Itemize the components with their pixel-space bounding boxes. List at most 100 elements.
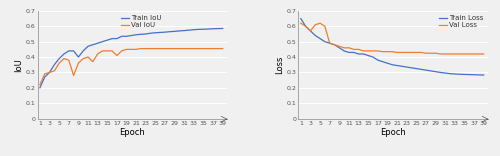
Train Loss <box>302 25 308 27</box>
Val IoU <box>66 59 72 61</box>
Legend: Train Loss, Val Loss: Train Loss, Val Loss <box>438 14 484 29</box>
Val IoU <box>191 48 197 49</box>
Train IoU <box>167 31 173 33</box>
Train IoU <box>138 33 144 35</box>
Train IoU <box>90 44 96 46</box>
Val Loss <box>370 50 376 52</box>
Train Loss <box>389 64 395 66</box>
Train IoU <box>80 50 86 52</box>
Val IoU <box>172 48 177 49</box>
Val Loss <box>447 53 453 55</box>
Train IoU <box>114 38 120 39</box>
Train Loss <box>317 38 323 39</box>
Train Loss <box>380 61 386 63</box>
Train IoU <box>66 50 72 52</box>
Train Loss <box>326 42 332 44</box>
Val Loss <box>375 50 381 52</box>
Val IoU <box>37 84 43 86</box>
Train IoU <box>196 28 202 30</box>
Train Loss <box>298 18 304 20</box>
Train IoU <box>56 58 62 60</box>
Val Loss <box>442 53 448 55</box>
Val Loss <box>322 25 328 27</box>
Val Loss <box>462 53 468 55</box>
Val Loss <box>380 51 386 53</box>
Train IoU <box>61 53 67 55</box>
Train Loss <box>456 73 462 75</box>
Train Loss <box>308 30 314 32</box>
Train Loss <box>480 74 486 76</box>
Val Loss <box>480 53 486 55</box>
Val IoU <box>100 50 105 52</box>
Val Loss <box>336 45 342 47</box>
Val IoU <box>118 50 124 52</box>
Val Loss <box>394 51 400 53</box>
Train IoU <box>186 29 192 31</box>
Train IoU <box>85 45 91 47</box>
Train IoU <box>206 28 212 30</box>
Train IoU <box>157 32 163 33</box>
Y-axis label: Loss: Loss <box>274 56 283 74</box>
Val Loss <box>384 51 390 53</box>
Val IoU <box>90 61 96 63</box>
Train Loss <box>394 65 400 66</box>
Val Loss <box>452 53 458 55</box>
Train Loss <box>384 62 390 64</box>
Val IoU <box>80 58 86 60</box>
Val Loss <box>432 52 438 54</box>
Train Loss <box>466 74 472 76</box>
Train Loss <box>452 73 458 75</box>
Val Loss <box>389 51 395 53</box>
Train IoU <box>46 71 52 73</box>
Train Loss <box>370 56 376 58</box>
Val Loss <box>399 51 405 53</box>
Train Loss <box>336 47 342 49</box>
Train IoU <box>124 35 130 37</box>
Train IoU <box>100 41 105 43</box>
Val Loss <box>317 22 323 24</box>
Val Loss <box>351 48 357 50</box>
Val Loss <box>341 47 347 49</box>
Y-axis label: IoU: IoU <box>14 58 23 72</box>
Train Loss <box>428 70 434 72</box>
Train IoU <box>118 35 124 37</box>
Train Loss <box>471 74 477 76</box>
Line: Train Loss: Train Loss <box>301 19 484 75</box>
Train IoU <box>94 42 100 44</box>
Train IoU <box>148 32 154 34</box>
Val IoU <box>46 71 52 73</box>
Train IoU <box>210 28 216 30</box>
Val IoU <box>104 50 110 52</box>
Train IoU <box>176 30 182 32</box>
Train Loss <box>418 68 424 70</box>
Train IoU <box>76 56 82 58</box>
Val Loss <box>404 51 409 53</box>
Val Loss <box>365 50 371 52</box>
Train IoU <box>162 31 168 33</box>
Val Loss <box>326 42 332 44</box>
Train Loss <box>346 51 352 53</box>
Val IoU <box>56 62 62 64</box>
Train Loss <box>438 71 444 73</box>
Val IoU <box>142 48 148 49</box>
Val Loss <box>438 53 444 55</box>
Train Loss <box>322 41 328 43</box>
Train Loss <box>312 35 318 37</box>
Val IoU <box>186 48 192 49</box>
Train Loss <box>332 44 338 46</box>
Train IoU <box>109 38 115 39</box>
Train Loss <box>399 65 405 67</box>
Train IoU <box>37 87 43 89</box>
Train Loss <box>432 71 438 73</box>
Val IoU <box>52 70 58 72</box>
Val Loss <box>466 53 472 55</box>
Val IoU <box>124 48 130 50</box>
Val Loss <box>408 51 414 53</box>
Val IoU <box>70 75 76 76</box>
Val Loss <box>356 48 362 50</box>
Val IoU <box>114 55 120 56</box>
Train Loss <box>341 50 347 52</box>
Val Loss <box>414 51 420 53</box>
Val IoU <box>133 48 139 50</box>
Line: Val Loss: Val Loss <box>301 23 484 54</box>
